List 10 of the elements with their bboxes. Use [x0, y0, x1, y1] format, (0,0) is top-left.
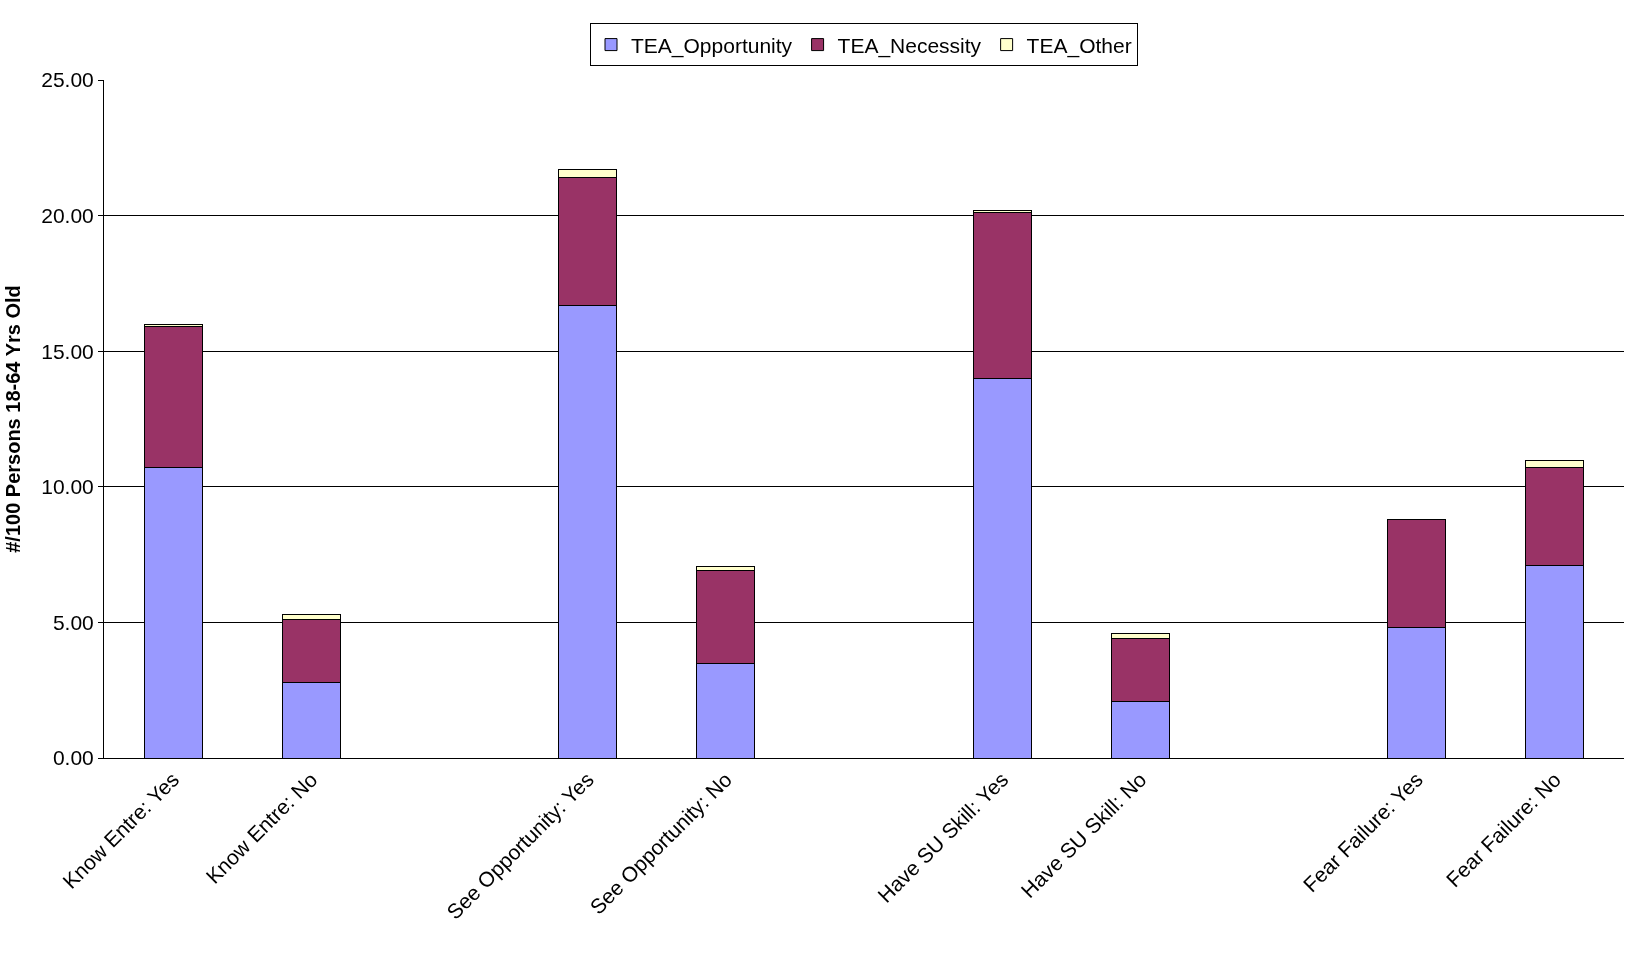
legend-label: TEA_Opportunity	[631, 33, 793, 58]
legend-label: TEA_Necessity	[837, 33, 982, 58]
y-tick-label: 25.00	[41, 68, 94, 92]
y-tick-label: 20.00	[41, 203, 94, 227]
y-tick-label: 0.00	[52, 746, 94, 770]
y-axis-title: #/100 Persons 18-64 Yrs Old	[1, 285, 24, 553]
y-tick-label: 10.00	[41, 475, 94, 499]
legend-label: TEA_Other	[1026, 33, 1132, 58]
y-tick-label: 15.00	[41, 339, 94, 363]
y-tick-label: 5.00	[52, 610, 94, 634]
